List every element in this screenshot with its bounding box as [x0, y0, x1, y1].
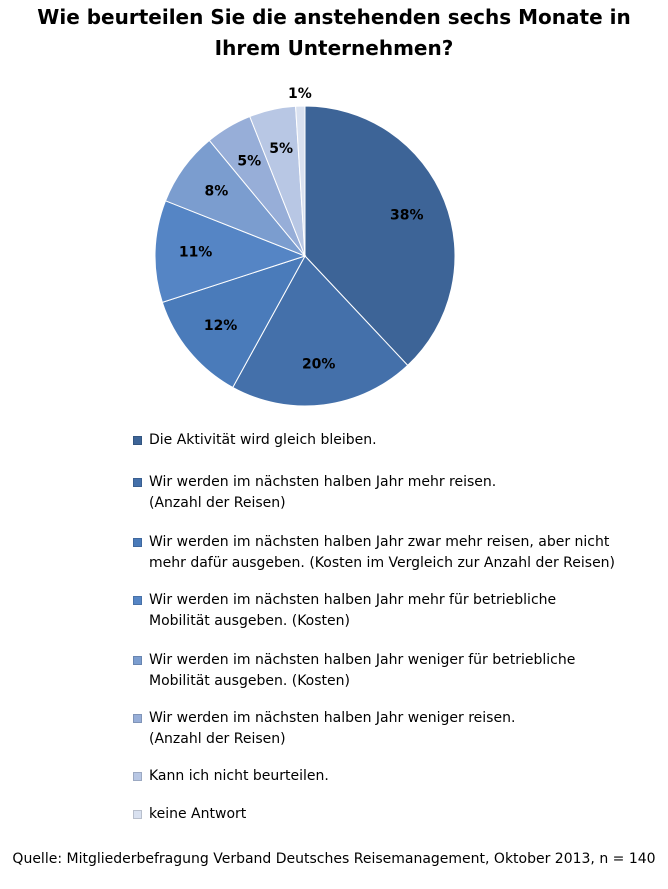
pie-chart: 38% 20% 12% 11% 8% 5% 5% 1%	[154, 86, 456, 407]
legend-item: Die Aktivität wird gleich bleiben.	[133, 430, 377, 451]
legend-item: keine Antwort	[133, 804, 246, 825]
legend-item: Wir werden im nächsten halben Jahr wenig…	[133, 708, 515, 750]
slice-data-label: 11%	[179, 245, 213, 261]
pie-slice	[232, 255, 409, 407]
legend-label: Wir werden im nächsten halben Jahr wenig…	[149, 710, 516, 747]
legend-label: Wir werden im nächsten halben Jahr mehr …	[149, 474, 497, 511]
slice-data-label: 20%	[302, 357, 336, 373]
legend-swatch	[133, 538, 142, 547]
legend-swatch	[133, 478, 142, 487]
pie-slice	[154, 200, 307, 303]
slice-data-label: 38%	[390, 208, 424, 224]
legend-label: Wir werden im nächsten halben Jahr wenig…	[149, 652, 576, 689]
legend-item: Wir werden im nächsten halben Jahr wenig…	[133, 650, 575, 692]
slice-data-label: 5%	[269, 141, 293, 157]
legend-item: Kann ich nicht beurteilen.	[133, 766, 329, 787]
slice-data-label: 5%	[237, 154, 261, 170]
legend-swatch	[133, 436, 142, 445]
legend-swatch	[133, 656, 142, 665]
legend-label: Wir werden im nächsten halben Jahr mehr …	[149, 592, 557, 629]
legend-label: Kann ich nicht beurteilen.	[149, 768, 329, 784]
source-note: Quelle: Mitgliederbefragung Verband Deut…	[12, 851, 656, 867]
legend-swatch	[133, 714, 142, 723]
legend-item: Wir werden im nächsten halben Jahr mehr …	[133, 472, 496, 514]
legend-label: Die Aktivität wird gleich bleiben.	[149, 432, 377, 448]
chart-title: Wie beurteilen Sie die anstehenden sechs…	[37, 5, 631, 60]
pie-slice	[161, 255, 307, 389]
legend-label: keine Antwort	[149, 806, 247, 822]
pie-slice	[295, 105, 306, 257]
slice-data-label: 8%	[205, 184, 229, 200]
legend-swatch	[133, 596, 142, 605]
legend-label: Wir werden im nächsten halben Jahr zwar …	[149, 534, 616, 571]
legend-item: Wir werden im nächsten halben Jahr zwar …	[133, 532, 615, 574]
slice-data-label: 1%	[288, 86, 312, 102]
pie-slice	[304, 105, 456, 367]
legend-swatch	[133, 772, 142, 781]
legend-swatch	[133, 810, 142, 819]
slice-data-label: 12%	[204, 318, 238, 334]
legend-item: Wir werden im nächsten halben Jahr mehr …	[133, 590, 556, 632]
